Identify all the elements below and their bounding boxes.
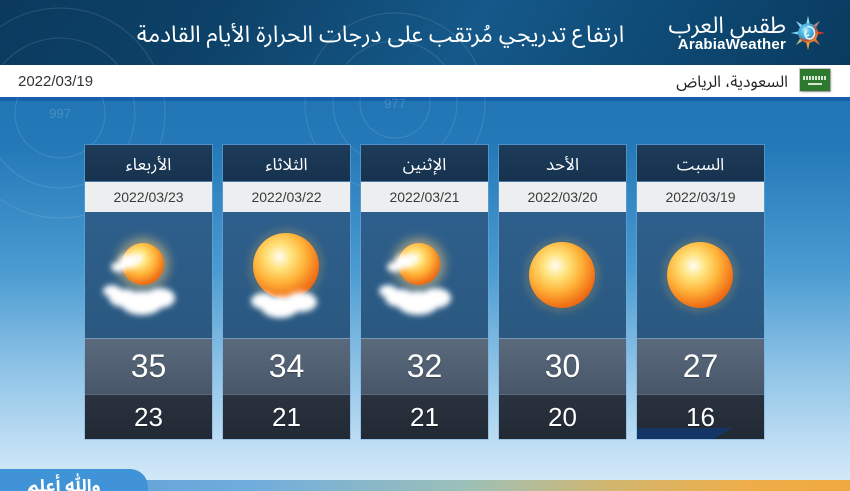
svg-text:997: 997 [49,106,71,121]
